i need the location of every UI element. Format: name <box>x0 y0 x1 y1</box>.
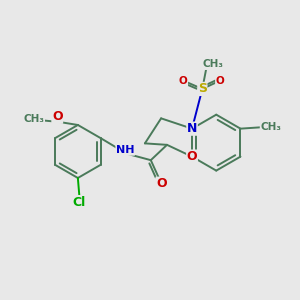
Text: O: O <box>187 150 197 163</box>
Text: CH₃: CH₃ <box>260 122 281 132</box>
Text: O: O <box>179 76 188 86</box>
Text: CH₃: CH₃ <box>203 59 224 70</box>
Text: Cl: Cl <box>73 196 86 208</box>
Text: NH: NH <box>116 145 134 155</box>
Text: CH₃: CH₃ <box>23 114 44 124</box>
Text: S: S <box>198 82 207 95</box>
Text: O: O <box>216 76 224 86</box>
Text: O: O <box>52 110 63 123</box>
Text: N: N <box>187 122 197 135</box>
Text: O: O <box>156 177 167 190</box>
